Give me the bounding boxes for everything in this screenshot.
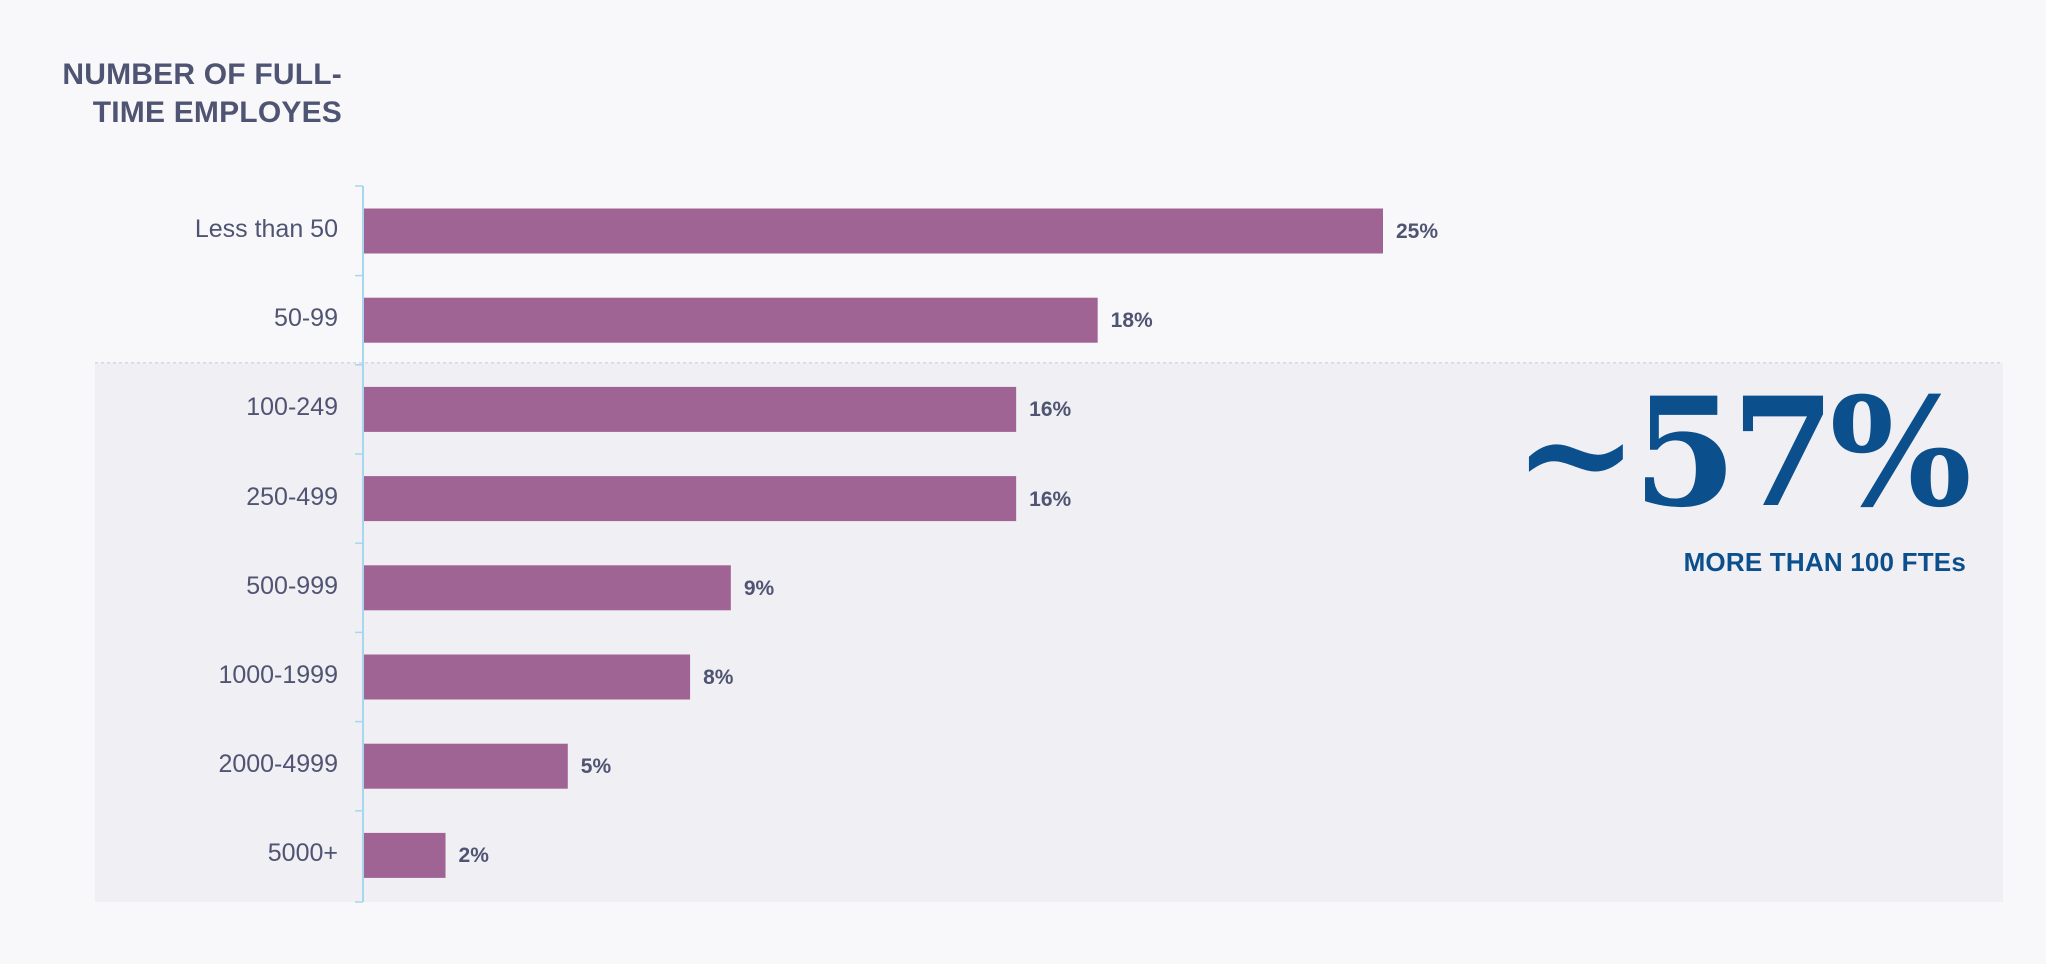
highlight-region bbox=[95, 362, 2003, 902]
bar bbox=[364, 476, 1017, 522]
bar bbox=[364, 832, 446, 878]
bar bbox=[364, 386, 1017, 432]
bar bbox=[364, 743, 568, 789]
y-tick-label: 2000-4999 bbox=[218, 750, 338, 779]
data-label: 16% bbox=[1029, 398, 1072, 422]
chart-title: NUMBER OF FULL- TIME EMPLOYES bbox=[40, 56, 342, 132]
y-tick-label: 50-99 bbox=[274, 304, 338, 333]
chart-title-line-2: TIME EMPLOYES bbox=[92, 96, 342, 129]
bars bbox=[364, 208, 1383, 878]
bar bbox=[364, 208, 1383, 254]
y-tick-label: 5000+ bbox=[267, 839, 338, 868]
bar bbox=[364, 654, 691, 700]
data-label: 16% bbox=[1029, 487, 1072, 511]
y-axis-ticks bbox=[355, 185, 363, 903]
y-tick-label: 250-499 bbox=[246, 482, 338, 511]
bar bbox=[364, 297, 1098, 343]
y-tick-label: 500-999 bbox=[246, 571, 338, 600]
callout-caption: MORE THAN 100 FTEs bbox=[1683, 547, 1966, 577]
bar bbox=[364, 565, 731, 611]
callout-value: ~57% bbox=[1513, 365, 1972, 541]
data-label: 2% bbox=[458, 844, 489, 868]
data-label: 8% bbox=[703, 666, 734, 689]
y-tick-label: 100-249 bbox=[246, 393, 338, 422]
y-tick-label: 1000-1999 bbox=[218, 661, 338, 689]
y-tick-label: Less than 50 bbox=[194, 215, 338, 243]
data-label: 5% bbox=[580, 755, 612, 779]
data-label: 9% bbox=[743, 576, 775, 600]
data-label: 25% bbox=[1396, 220, 1439, 243]
data-label: 18% bbox=[1110, 309, 1153, 333]
chart-title-line-1: NUMBER OF FULL- bbox=[62, 58, 342, 91]
